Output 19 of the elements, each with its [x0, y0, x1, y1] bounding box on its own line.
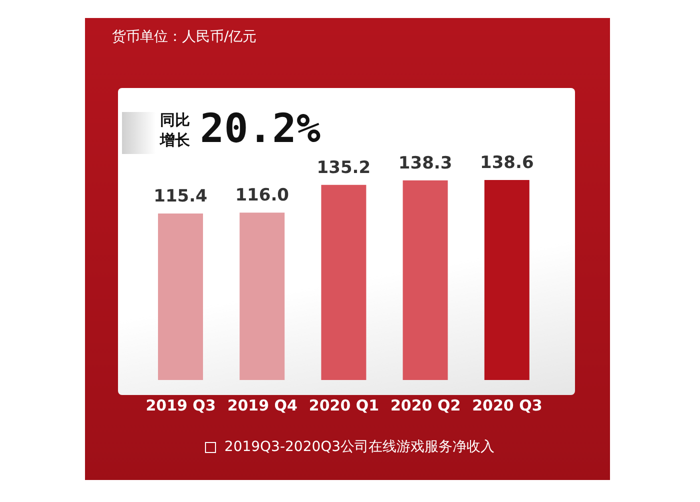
- data-label: 115.4: [154, 186, 208, 206]
- bar: [402, 180, 448, 380]
- data-label: 138.3: [398, 153, 452, 174]
- text: 2019Q3-2020Q3公司在线游戏服务净收入: [224, 438, 495, 456]
- data-label: 138.6: [480, 153, 534, 173]
- bar: [158, 213, 203, 380]
- text: 20.2%: [200, 106, 320, 152]
- bar: [321, 184, 366, 380]
- x-tick-label: 2019 Q4: [227, 396, 298, 415]
- x-tick-label: 2020 Q3: [472, 396, 542, 415]
- chart-subtitle: 货币单位：人民币/亿元: [112, 28, 257, 46]
- text: 同比增长: [160, 110, 191, 150]
- bar: [240, 212, 285, 380]
- bar: [484, 180, 530, 380]
- x-tick-label: 2020 Q2: [390, 396, 461, 415]
- x-tick-label: 2019 Q3: [146, 396, 216, 415]
- x-tick-label: 2020 Q1: [308, 396, 380, 415]
- data-label: 116.0: [235, 186, 290, 206]
- data-label: 135.2: [316, 158, 371, 178]
